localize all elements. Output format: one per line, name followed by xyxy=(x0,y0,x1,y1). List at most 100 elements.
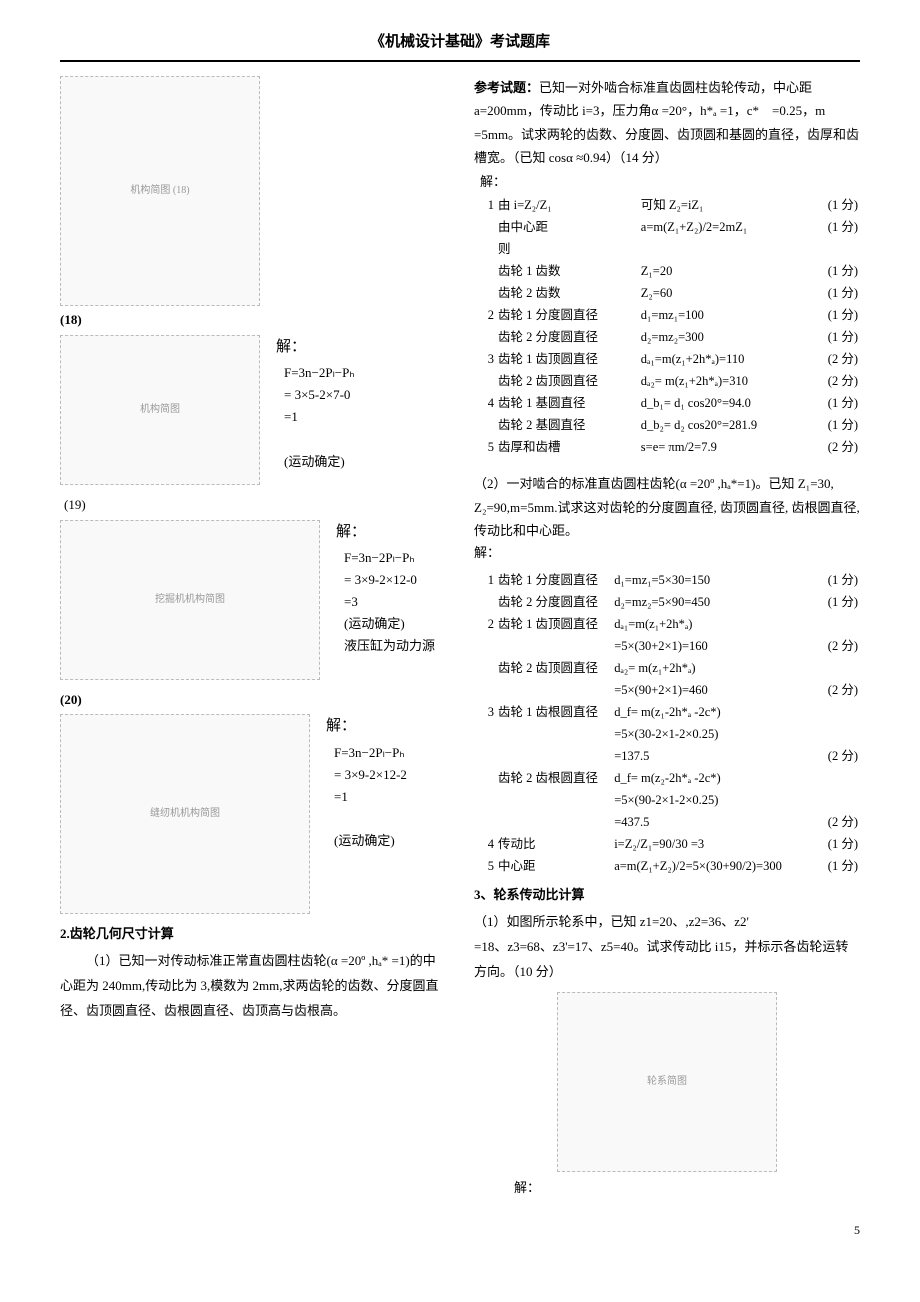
row-index: 3 xyxy=(474,701,496,723)
row-index xyxy=(474,789,496,811)
diagram-18: 机构简图 (18) xyxy=(60,76,260,306)
row-index xyxy=(474,657,496,679)
answer-row: 1齿轮 1 分度圆直径d₁=mz₁=5×30=150(1 分) xyxy=(474,569,860,591)
row-label: 由 i=Z₂/Z₁ xyxy=(496,194,639,216)
row-index xyxy=(474,591,496,613)
row-label: 齿厚和齿槽 xyxy=(496,436,639,458)
answer-row: 4传动比i=Z₂/Z₁=90/30 =3(1 分) xyxy=(474,833,860,855)
row-expression: a=m(Z₁+Z₂)/2=5×(30+90/2)=300 xyxy=(612,855,804,877)
section2-q1: （1）已知一对传动标准正常直齿圆柱齿轮(α =20º ,hₐ* =1)的中心距为… xyxy=(60,949,446,1023)
row-label xyxy=(496,811,612,833)
row-points: (2 分) xyxy=(804,370,860,392)
row-points xyxy=(804,789,860,811)
row-label: 齿轮 2 齿根圆直径 xyxy=(496,767,612,789)
row-expression xyxy=(639,238,804,260)
row-expression: dₐ₂= m(z₁+2h*ₐ)=310 xyxy=(639,370,804,392)
row-points: (1 分) xyxy=(804,392,860,414)
ref-lead: 参考试题： xyxy=(474,80,539,95)
row-label xyxy=(496,745,612,767)
row-label: 中心距 xyxy=(496,855,612,877)
row-points: (1 分) xyxy=(804,260,860,282)
answer-row: 2齿轮 1 齿顶圆直径dₐ₁=m(z₁+2h*ₐ) xyxy=(474,613,860,635)
row-points: (1 分) xyxy=(804,194,860,216)
row-expression: i=Z₂/Z₁=90/30 =3 xyxy=(612,833,804,855)
eq-20-3: =1 xyxy=(334,786,407,808)
row-index xyxy=(474,679,496,701)
answer-row: 3齿轮 1 齿根圆直径d_f= m(z₁-2h*ₐ -2c*) xyxy=(474,701,860,723)
row-expression: d₁=mz₁=100 xyxy=(639,304,804,326)
row-expression: =5×(30+2×1)=160 xyxy=(612,635,804,657)
row-index xyxy=(474,282,496,304)
eq-18b-4: (运动确定) xyxy=(284,451,355,473)
solution-19: 解： F=3n−2Pₗ−Pₕ = 3×9-2×12-0 =3 (运动确定) 液压… xyxy=(336,520,435,658)
section3-title: 3、轮系传动比计算 xyxy=(474,885,860,906)
row-label: 齿轮 2 齿数 xyxy=(496,282,639,304)
row-expression: d_f= m(z₂-2h*ₐ -2c*) xyxy=(612,767,804,789)
block-19: 挖掘机机构简图 解： F=3n−2Pₗ−Pₕ = 3×9-2×12-0 =3 (… xyxy=(60,520,446,680)
row-label: 齿轮 1 齿根圆直径 xyxy=(496,701,612,723)
row-index xyxy=(474,745,496,767)
answer-row: 齿轮 2 基圆直径d_b₂= d₂ cos20°=281.9(1 分) xyxy=(474,414,860,436)
row-points: (1 分) xyxy=(804,304,860,326)
eq-20-2: = 3×9-2×12-2 xyxy=(334,764,407,786)
row-points: (2 分) xyxy=(804,436,860,458)
eq-18b-2: = 3×5-2×7-0 xyxy=(284,384,355,406)
row-points xyxy=(804,657,860,679)
q2-body: （2）一对啮合的标准直齿圆柱齿轮(α =20º ,hₐ*=1)。已知 Z₁=30… xyxy=(474,472,860,542)
row-index xyxy=(474,635,496,657)
eq-19-3: =3 xyxy=(344,591,435,613)
row-label: 齿轮 2 基圆直径 xyxy=(496,414,639,436)
row-points xyxy=(804,767,860,789)
row-index xyxy=(474,414,496,436)
answer-row: 齿轮 2 齿顶圆直径dₐ₂= m(z₁+2h*ₐ) xyxy=(474,657,860,679)
reference-problem: 参考试题：已知一对外啮合标准直齿圆柱齿轮传动，中心距 a=200mm，传动比 i… xyxy=(474,76,860,170)
row-expression: =137.5 xyxy=(612,745,804,767)
row-label: 齿轮 1 分度圆直径 xyxy=(496,569,612,591)
answer-row: 齿轮 2 分度圆直径d₂=mz₂=5×90=450(1 分) xyxy=(474,591,860,613)
answer-row: 2齿轮 1 分度圆直径d₁=mz₁=100(1 分) xyxy=(474,304,860,326)
row-index: 2 xyxy=(474,304,496,326)
answer-row: 5齿厚和齿槽s=e= πm/2=7.9(2 分) xyxy=(474,436,860,458)
eq-19-5: 液压缸为动力源 xyxy=(344,635,435,657)
row-points: (1 分) xyxy=(804,414,860,436)
eq-18b-3: =1 xyxy=(284,406,355,428)
row-label: 齿轮 1 分度圆直径 xyxy=(496,304,639,326)
row-index: 1 xyxy=(474,194,496,216)
answer-row: 4齿轮 1 基圆直径d_b₁= d₁ cos20°=94.0(1 分) xyxy=(474,392,860,414)
sec3-q1a: （1）如图所示轮系中，已知 z1=20、,z2=36、z2' xyxy=(474,910,860,935)
row-index: 4 xyxy=(474,392,496,414)
row-points: (2 分) xyxy=(804,348,860,370)
row-expression: d_f= m(z₁-2h*ₐ -2c*) xyxy=(612,701,804,723)
section2-title: 2.齿轮几何尺寸计算 xyxy=(60,924,446,945)
row-points: (2 分) xyxy=(804,679,860,701)
row-expression: dₐ₁=m(z₁+2h*ₐ) xyxy=(612,613,804,635)
row-label xyxy=(496,723,612,745)
solution-20: 解： F=3n−2Pₗ−Pₕ = 3×9-2×12-2 =1 (运动确定) xyxy=(326,714,407,852)
row-label: 则 xyxy=(496,238,639,260)
answer-row: 齿轮 1 齿数Z₁=20(1 分) xyxy=(474,260,860,282)
label-18: (18) xyxy=(60,310,446,331)
eq-20-4: (运动确定) xyxy=(334,830,407,852)
row-expression: d₁=mz₁=5×30=150 xyxy=(612,569,804,591)
row-expression: =437.5 xyxy=(612,811,804,833)
solution-18b: 解： F=3n−2Pₗ−Pₕ = 3×5-2×7-0 =1 (运动确定) xyxy=(276,335,355,473)
row-label: 齿轮 1 齿顶圆直径 xyxy=(496,613,612,635)
diagram-20: 缝纫机机构简图 xyxy=(60,714,310,914)
q2-jie: 解： xyxy=(474,543,860,564)
row-index: 2 xyxy=(474,613,496,635)
row-index xyxy=(474,260,496,282)
answer-row: 齿轮 2 齿数Z₂=60(1 分) xyxy=(474,282,860,304)
page-number: 5 xyxy=(60,1221,860,1240)
right-column: 参考试题：已知一对外啮合标准直齿圆柱齿轮传动，中心距 a=200mm，传动比 i… xyxy=(474,76,860,1199)
row-points xyxy=(804,701,860,723)
row-points: (1 分) xyxy=(804,833,860,855)
row-label: 齿轮 1 基圆直径 xyxy=(496,392,639,414)
answer-table-2: 1齿轮 1 分度圆直径d₁=mz₁=5×30=150(1 分)齿轮 2 分度圆直… xyxy=(474,569,860,877)
answer-row: =5×(30-2×1-2×0.25) xyxy=(474,723,860,745)
answer-row: =5×(90+2×1)=460(2 分) xyxy=(474,679,860,701)
answer-row: =5×(90-2×1-2×0.25) xyxy=(474,789,860,811)
ref-jie: 解： xyxy=(480,172,860,193)
row-expression: =5×(90-2×1-2×0.25) xyxy=(612,789,804,811)
row-points: (2 分) xyxy=(804,635,860,657)
eq-19-1: F=3n−2Pₗ−Pₕ xyxy=(344,547,435,569)
